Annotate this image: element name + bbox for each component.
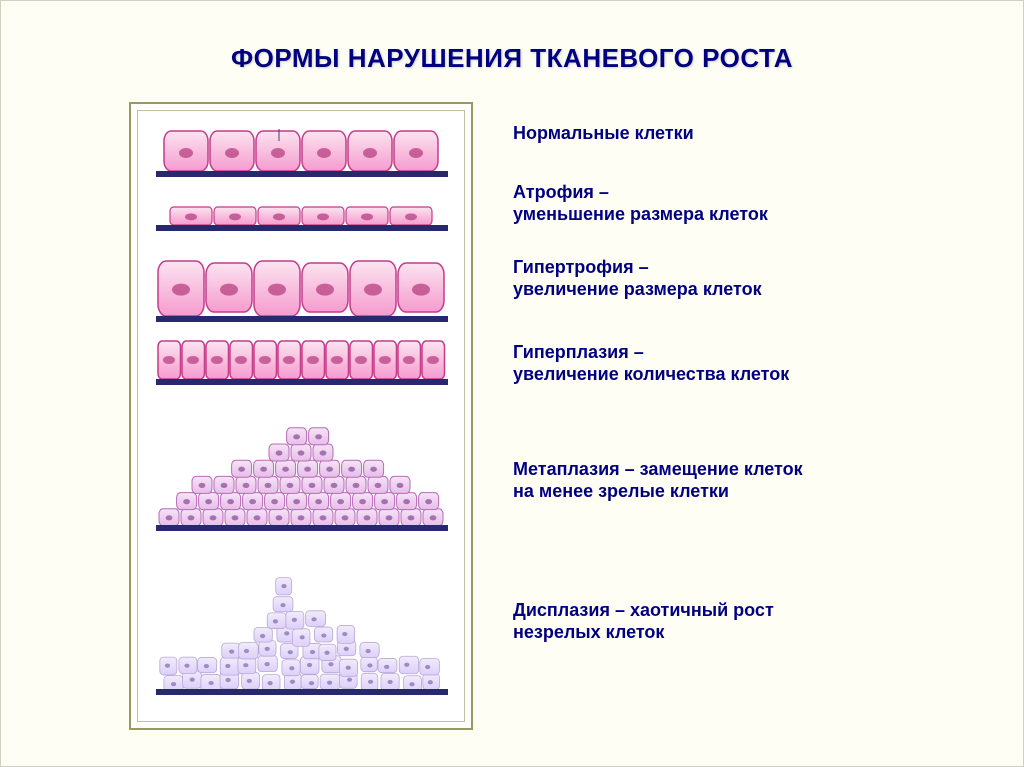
label-hypertrophy-desc: увеличение размера клеток xyxy=(513,278,803,301)
label-metaplasia-term: Метаплазия – замещение клеток xyxy=(513,458,803,481)
label-normal-text: Нормальные клетки xyxy=(513,122,803,145)
label-normal: Нормальные клетки xyxy=(513,122,803,145)
label-hypertrophy: Гипертрофия – увеличение размера клеток xyxy=(513,256,803,301)
label-atrophy: Атрофия – уменьшение размера клеток xyxy=(513,181,803,226)
label-hyperplasia: Гиперплазия – увеличение количества клет… xyxy=(513,341,803,386)
diagram-frame xyxy=(129,102,473,730)
label-hyperplasia-term: Гиперплазия – xyxy=(513,341,803,364)
labels-column: Нормальные клетки Атрофия – уменьшение р… xyxy=(513,102,803,730)
label-atrophy-desc: уменьшение размера клеток xyxy=(513,203,803,226)
label-dysplasia-desc: незрелых клеток xyxy=(513,621,803,644)
page-title: ФОРМЫ НАРУШЕНИЯ ТКАНЕВОГО РОСТА xyxy=(1,1,1023,74)
diagram-inner xyxy=(137,110,465,722)
content-area: Нормальные клетки Атрофия – уменьшение р… xyxy=(1,74,1023,730)
label-metaplasia-desc: на менее зрелые клетки xyxy=(513,480,803,503)
label-atrophy-term: Атрофия – xyxy=(513,181,803,204)
tissue-diagram xyxy=(152,129,452,709)
label-hyperplasia-desc: увеличение количества клеток xyxy=(513,363,803,386)
label-dysplasia-term: Дисплазия – хаотичный рост xyxy=(513,599,803,622)
label-dysplasia: Дисплазия – хаотичный рост незрелых клет… xyxy=(513,599,803,644)
label-hypertrophy-term: Гипертрофия – xyxy=(513,256,803,279)
label-metaplasia: Метаплазия – замещение клеток на менее з… xyxy=(513,458,803,503)
